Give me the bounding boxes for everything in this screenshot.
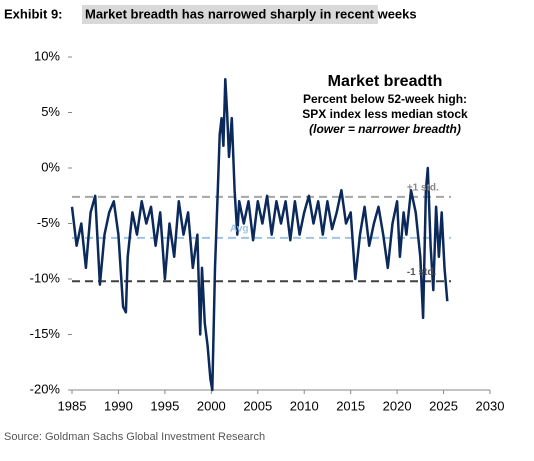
x-tick-label: 2030	[476, 398, 505, 413]
reference-label: +1 std.	[407, 183, 439, 194]
annotation: Percent below 52-week high:	[303, 92, 467, 106]
x-tick-label: 2020	[383, 398, 412, 413]
x-tick-label: 2005	[243, 398, 272, 413]
y-tick-label: -10%	[30, 270, 61, 285]
title-highlight	[82, 5, 378, 24]
reference-label: -1 std.	[407, 267, 437, 278]
y-tick-label: -5%	[37, 215, 61, 230]
chart-title: Market breadth	[328, 73, 443, 90]
x-tick-label: 1990	[104, 398, 133, 413]
x-tick-label: 2025	[429, 398, 458, 413]
y-tick-label: -20%	[30, 381, 61, 396]
x-tick-label: 1995	[150, 398, 179, 413]
y-tick-label: -15%	[30, 326, 61, 341]
annotation: SPX index less median stock	[302, 107, 468, 121]
y-tick-label: 0%	[41, 159, 60, 174]
y-tick-label: 5%	[41, 104, 60, 119]
annotation: (lower = narrower breadth)	[309, 122, 461, 136]
x-tick-label: 2015	[336, 398, 365, 413]
exhibit-title: Market breadth has narrowed sharply in r…	[85, 6, 417, 21]
data-line	[70, 77, 449, 392]
source: Source: Goldman Sachs Global Investment …	[4, 431, 265, 443]
x-tick-label: 2010	[290, 398, 319, 413]
y-tick-label: 10%	[34, 48, 60, 63]
x-tick-label: 1985	[58, 398, 87, 413]
exhibit-label: Exhibit 9:	[4, 6, 63, 21]
reference-label: Avg	[230, 224, 249, 235]
x-tick-label: 2000	[197, 398, 226, 413]
